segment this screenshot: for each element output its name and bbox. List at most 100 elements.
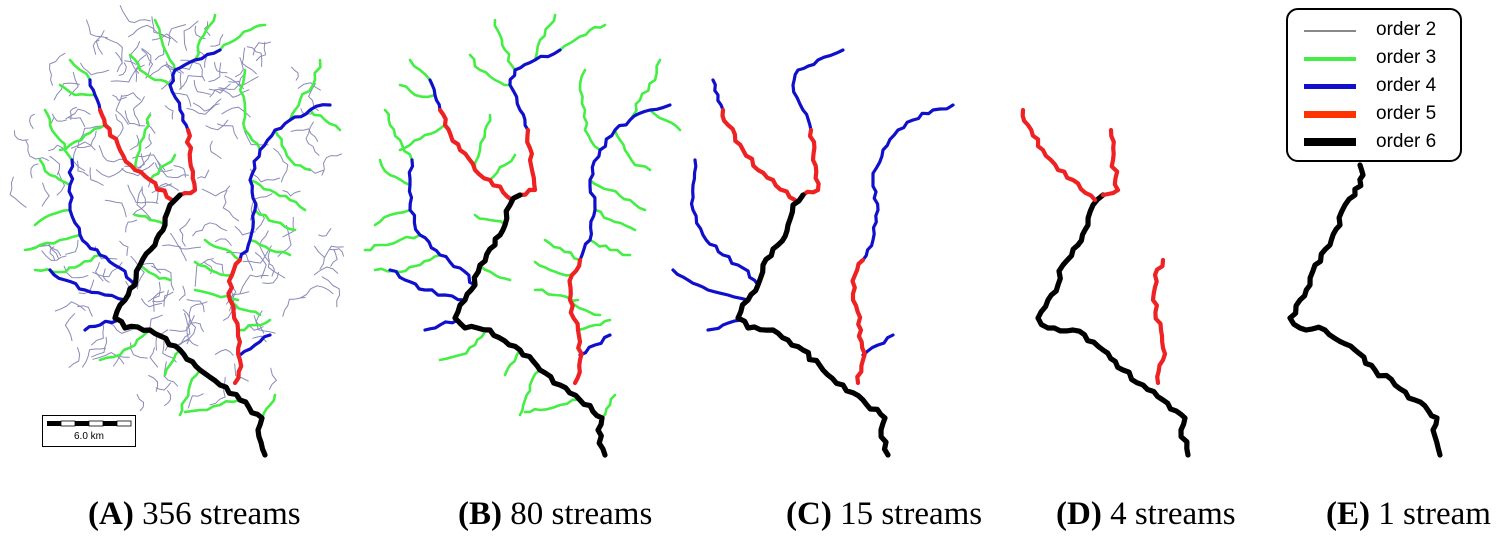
panel-a-order-2-stream <box>193 79 211 95</box>
panel-a-order-2-stream <box>282 297 306 317</box>
panel-a-order-4-stream <box>168 48 222 132</box>
panel-a-order-3-stream <box>58 123 107 152</box>
panel-a-order-2-stream <box>309 168 324 174</box>
panel-b-order-3-stream <box>363 233 422 252</box>
panel-b-order-3-stream <box>600 393 617 420</box>
panel-a-order-3-stream <box>133 213 167 227</box>
panel-a-order-2-stream <box>154 162 173 172</box>
panel-a-order-2-stream <box>152 289 169 303</box>
panel-a-order-2-stream <box>175 312 191 347</box>
panel-caption-e: 1 stream <box>1378 496 1491 532</box>
panel-b-order-4-stream <box>423 318 460 332</box>
panel-a-order-2-stream <box>330 248 338 267</box>
panel-a-order-2-stream <box>209 88 223 98</box>
panel-a-order-2-stream <box>282 216 294 238</box>
panel-a-order-3-stream <box>163 348 182 377</box>
panel-a-order-2-stream <box>215 238 232 246</box>
panel-a-order-2-stream <box>89 167 104 186</box>
panel-a-order-2-stream <box>190 322 204 332</box>
panel-b-order-3-stream <box>383 108 414 162</box>
panel-b-order-3-stream <box>493 18 517 72</box>
panel-label-e: (E) 1 stream <box>1326 492 1491 536</box>
panel-b-order-4-stream <box>578 333 612 357</box>
panel-a-order-2-stream <box>119 240 129 256</box>
panel-d-order-5-stream <box>1150 257 1168 386</box>
panel-a-order-2-stream <box>291 66 299 81</box>
panel-a-order-2-stream <box>133 96 145 127</box>
panel-a-order-4-stream <box>238 333 272 357</box>
panel-a-order-2-stream <box>167 24 187 46</box>
panel-a-order-2-stream <box>220 87 250 98</box>
panel-a-order-2-stream <box>229 291 250 312</box>
panel-a-order-3-stream <box>218 23 267 52</box>
legend-label-order-4: order 4 <box>1376 75 1437 96</box>
legend-item-order-3: order 3 <box>1298 46 1458 70</box>
panel-a-order-2-stream <box>179 75 203 90</box>
panel-a-order-2-stream <box>54 301 86 312</box>
panel-a-order-2-stream <box>255 202 265 231</box>
panel-a-order-2-stream <box>49 155 61 176</box>
panel-a-order-2-stream <box>221 106 251 118</box>
panel-b-order-3-stream <box>628 58 662 122</box>
panel-a-order-2-stream <box>118 62 127 76</box>
panel-a-order-2-stream <box>29 113 35 129</box>
panel-a-order-2-stream <box>112 94 127 101</box>
panel-letter-b: (B) <box>458 496 502 532</box>
panel-a-order-2-stream <box>115 95 129 125</box>
panel-b-order-3-stream <box>568 298 602 317</box>
panel-a-order-5-stream <box>177 127 198 198</box>
legend-label-order-5: order 5 <box>1376 103 1437 124</box>
panel-b-order-3-stream <box>488 153 517 182</box>
panel-c-order-4-stream <box>706 318 743 332</box>
panel-a-order-2-stream <box>86 19 108 39</box>
legend-item-order-4: order 4 <box>1298 74 1458 98</box>
panel-a-order-2-stream <box>155 382 171 391</box>
panel-a-order-2-stream <box>177 339 199 347</box>
panel-a-order-2-stream <box>313 266 339 276</box>
panel-a-order-2-stream <box>13 130 29 141</box>
panel-a-order-3-stream <box>288 58 322 122</box>
panel-a-order-2-stream <box>173 92 192 107</box>
panel-a-order-2-stream <box>226 252 254 271</box>
panel-a-order-2-stream <box>141 49 154 79</box>
panel-letter-d: (D) <box>1056 496 1102 532</box>
panel-a-order-3-stream <box>193 13 217 62</box>
panel-a-order-2-stream <box>273 148 289 183</box>
panel-b-order-3-stream <box>518 368 542 417</box>
panel-a-order-2-stream <box>68 347 81 368</box>
panel-a-order-2-stream <box>98 145 127 163</box>
panel-a-order-2-stream <box>267 249 286 279</box>
panel-b-order-3-stream <box>373 253 442 274</box>
legend-swatch-order-3 <box>1304 57 1356 61</box>
scale-bar-ticks <box>47 420 132 427</box>
panel-b-order-3-stream <box>473 113 492 172</box>
panel-a-order-3-stream <box>203 238 242 262</box>
panel-a-order-2-stream <box>135 64 145 83</box>
panel-a-order-2-stream <box>49 52 66 86</box>
legend-label-order-6: order 6 <box>1376 131 1437 152</box>
panel-b-order-4-stream <box>428 78 442 112</box>
panel-a-order-2-stream <box>51 113 67 122</box>
panel-a-order-2-stream <box>318 228 332 237</box>
panel-b-order-3-stream <box>648 108 682 132</box>
panel-a-order-2-stream <box>137 153 145 172</box>
panel-a-order-2-stream <box>132 186 146 216</box>
panel-a-order-2-stream <box>222 190 240 222</box>
panel-b-order-3-stream <box>578 68 602 152</box>
panel-a-order-2-stream <box>305 121 320 156</box>
panel-a-order-2-stream <box>170 232 202 250</box>
panel-a-order-2-stream <box>218 73 245 90</box>
panel-a-order-2-stream <box>151 16 172 40</box>
panel-c-order-5-stream <box>850 257 867 386</box>
panel-b-order-3-stream <box>468 53 512 87</box>
panel-a-order-3-stream <box>38 158 72 187</box>
panel-a-order-3-stream <box>153 18 177 72</box>
panel-a-order-2-stream <box>314 245 325 270</box>
legend-item-order-5: order 5 <box>1298 102 1458 126</box>
panel-letter-a: (A) <box>88 496 134 532</box>
panel-a-order-2-stream <box>321 153 342 176</box>
panel-a-order-3-stream <box>236 318 272 332</box>
panel-b-order-3-stream <box>478 263 512 282</box>
